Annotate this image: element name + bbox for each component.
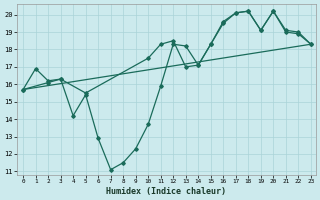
X-axis label: Humidex (Indice chaleur): Humidex (Indice chaleur) (106, 187, 226, 196)
